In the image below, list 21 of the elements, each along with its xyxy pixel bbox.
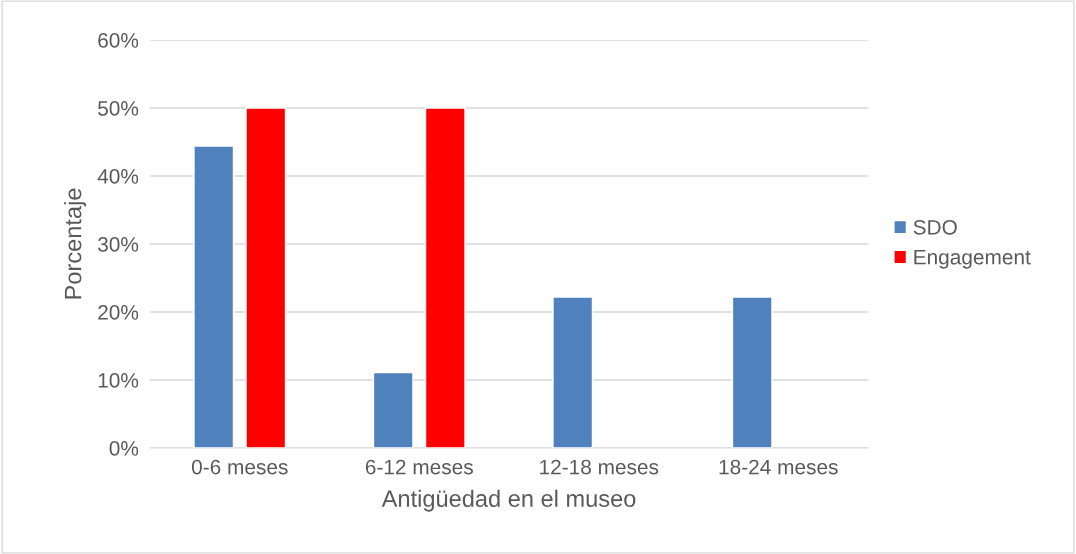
- x-tick-label: 0-6 meses: [191, 459, 288, 475]
- legend-label: SDO: [913, 219, 957, 235]
- legend-label: Engagement: [914, 249, 1031, 269]
- x-tick-label: 6-12 meses: [365, 459, 473, 475]
- x-tick-label: 12-18 meses: [540, 459, 659, 475]
- bar: [245, 107, 287, 448]
- y-tick-label: 60%: [98, 33, 139, 48]
- bar: [372, 371, 414, 448]
- y-tick-label: 10%: [98, 373, 139, 388]
- bar: [552, 296, 594, 448]
- y-tick-label: 40%: [97, 169, 139, 184]
- bar: [193, 145, 235, 448]
- y-tick-label: 30%: [97, 237, 139, 252]
- x-tick-label: 18-24 meses: [719, 459, 838, 475]
- x-axis-title: Antigüedad en el museo: [381, 489, 636, 512]
- y-axis-title: Porcentaje: [64, 188, 87, 299]
- bar: [731, 296, 773, 448]
- y-tick-label: 20%: [98, 305, 139, 320]
- y-tick-label: 0%: [109, 441, 139, 456]
- y-tick-label: 50%: [98, 101, 139, 116]
- bar: [424, 107, 466, 448]
